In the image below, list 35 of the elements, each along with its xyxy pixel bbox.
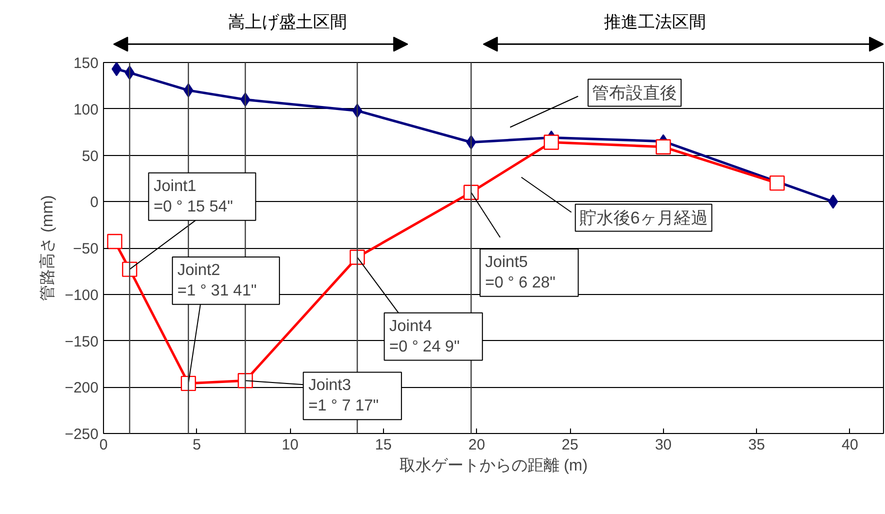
text: 推進工法区間 (604, 12, 706, 32)
annotation: Joint5 =0 ° 6 28" (485, 254, 556, 292)
y-tick-label: 0 (90, 194, 98, 212)
point (180, 376, 196, 392)
x-tick-label: 20 (468, 436, 486, 454)
y-tick-label: 150 (73, 55, 99, 72)
x-tick-label: 30 (654, 436, 672, 454)
y-tick-label: −100 (64, 286, 99, 304)
y-tick-label: −250 (64, 426, 99, 443)
text: 貯水後6ヶ月経過 (579, 208, 708, 228)
x-tick-label: 10 (282, 436, 298, 454)
point (656, 139, 671, 154)
annotation: Joint1 =0 ° 15 54" (154, 178, 233, 216)
point (107, 234, 122, 250)
y-tick-label: −50 (73, 240, 99, 258)
x-tick-label: 5 (192, 436, 201, 454)
y-tick-label: −150 (64, 333, 99, 350)
x-tick-label: 35 (748, 436, 765, 454)
annotation: Joint4 =0 ° 24 9" (389, 318, 460, 356)
x-axis-title: 取水ゲートからの距離 (m) (399, 456, 588, 474)
annotation: Joint3 =1 ° 7 17" (308, 377, 379, 415)
annotation: Joint2 =1 ° 31 41" (177, 262, 257, 300)
text: 嵩上げ盛土区間 (228, 12, 348, 32)
x-tick-label: 40 (842, 436, 858, 454)
text: 管布設直後 (592, 83, 678, 102)
y-tick-label: 50 (82, 148, 99, 165)
x-tick-label: 15 (375, 436, 392, 454)
y-axis-title: 管路高さ (mm) (38, 195, 57, 301)
point (770, 175, 785, 191)
point (544, 134, 559, 150)
x-tick-label: 25 (562, 436, 578, 454)
point (828, 194, 838, 209)
point (112, 62, 122, 76)
y-tick-label: 100 (73, 101, 99, 118)
y-tick-label: −200 (64, 380, 99, 397)
